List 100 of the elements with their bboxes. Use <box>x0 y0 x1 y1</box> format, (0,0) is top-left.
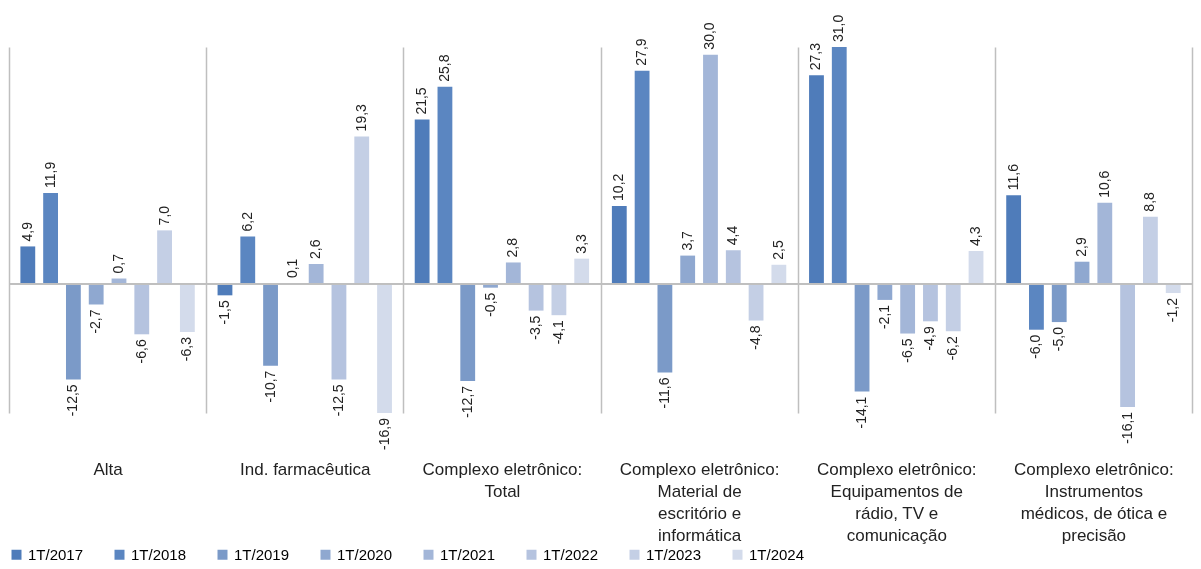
data-label: 2,9 <box>1073 237 1090 257</box>
bar <box>414 119 430 284</box>
bar <box>20 246 36 284</box>
legend-label: 1T/2024 <box>749 545 805 563</box>
bar <box>437 86 453 284</box>
data-label: -0,5 <box>481 292 498 317</box>
bar <box>854 283 870 392</box>
data-label: -2,7 <box>87 309 104 334</box>
bar <box>179 283 195 333</box>
data-label: 11,6 <box>1004 163 1021 191</box>
bar <box>65 283 81 380</box>
data-label: -12,5 <box>64 384 81 417</box>
bar <box>1074 261 1090 284</box>
data-label: 31,0 <box>830 14 847 42</box>
bar <box>88 283 104 305</box>
data-label: 10,2 <box>610 173 627 201</box>
bar <box>354 136 370 284</box>
bar <box>528 283 544 311</box>
data-label: 2,5 <box>769 240 786 260</box>
x-tick-label: Alta <box>93 459 124 479</box>
bar <box>877 283 893 300</box>
bar <box>611 205 627 284</box>
bar <box>1051 283 1067 323</box>
bar <box>1097 202 1113 284</box>
data-label: -2,1 <box>875 304 892 330</box>
x-tick-label: Ind. farmacêutica <box>240 459 371 479</box>
data-label: 19,3 <box>352 103 369 132</box>
bar <box>725 250 741 284</box>
data-label: 2,8 <box>504 237 521 258</box>
data-label: -10,7 <box>261 370 278 403</box>
data-label: 4,4 <box>724 225 741 246</box>
data-label: -6,3 <box>178 336 195 362</box>
bar <box>1142 216 1158 284</box>
data-label: -12,5 <box>329 384 346 417</box>
bar <box>505 262 521 284</box>
bar <box>809 75 824 284</box>
legend-label: 1T/2019 <box>234 545 290 563</box>
bar <box>551 283 567 316</box>
bar <box>574 258 590 284</box>
data-label: 0,1 <box>284 258 301 279</box>
data-label: 30,0 <box>701 22 718 50</box>
bar <box>945 283 961 332</box>
data-label: -1,5 <box>215 300 232 325</box>
data-label: 0,7 <box>109 253 126 274</box>
data-label: -6,5 <box>898 338 915 363</box>
data-label: -4,1 <box>549 319 566 345</box>
data-label: 27,3 <box>807 42 824 71</box>
data-label: 11,9 <box>41 161 58 188</box>
bar <box>460 283 476 381</box>
legend-label: 1T/2018 <box>131 545 187 563</box>
data-label: 27,9 <box>633 38 650 66</box>
legend-label: 1T/2017 <box>28 545 84 563</box>
data-label: -6,6 <box>132 339 149 364</box>
data-label: 21,5 <box>413 87 430 115</box>
bar <box>657 283 673 373</box>
x-tick-label: Complexo eletrônico: Instrumentos médicos, de ótica e precisão <box>1014 459 1174 545</box>
x-tick-label: Complexo eletrônico: Total <box>422 459 583 501</box>
data-label: -4,8 <box>747 325 764 350</box>
bar <box>1029 283 1044 330</box>
data-label: 7,0 <box>155 205 172 226</box>
bar <box>263 283 278 366</box>
bar <box>748 283 764 321</box>
data-label: 2,6 <box>307 239 324 259</box>
bar <box>240 236 256 284</box>
bar <box>634 70 650 284</box>
data-label: 3,7 <box>678 230 695 251</box>
data-label: -5,0 <box>1050 326 1067 352</box>
bar <box>923 283 938 322</box>
data-label: -6,0 <box>1027 334 1044 359</box>
data-label: 25,8 <box>435 54 452 82</box>
bar <box>1120 283 1136 407</box>
bar <box>703 54 718 284</box>
legend-label: 1T/2021 <box>440 545 496 563</box>
data-label: 4,9 <box>18 221 35 242</box>
data-label: 10,6 <box>1095 170 1112 198</box>
data-label: -6,2 <box>944 336 961 361</box>
bar <box>1006 195 1022 284</box>
bar <box>831 47 847 284</box>
bar <box>377 283 392 413</box>
data-label: -16,9 <box>375 417 392 450</box>
data-label: 4,3 <box>967 226 984 247</box>
data-label: -14,1 <box>853 396 870 429</box>
legend-label: 1T/2020 <box>337 545 393 563</box>
bar <box>968 251 984 284</box>
data-label: 3,3 <box>572 233 589 254</box>
x-tick-label: Complexo eletrônico: Material de escritório e informática <box>619 459 780 545</box>
legend-label: 1T/2022 <box>543 545 599 563</box>
data-label: -1,2 <box>1164 297 1181 323</box>
x-tick-label: Complexo eletrônico: Equipamentos de rádio, TV e comunicação <box>816 459 977 545</box>
bar <box>900 283 916 334</box>
data-label: -16,1 <box>1118 411 1135 444</box>
data-label: -4,9 <box>921 326 938 351</box>
legend-label: 1T/2023 <box>646 545 702 563</box>
data-label: -3,5 <box>527 315 544 340</box>
bar <box>680 255 696 284</box>
data-label: -12,7 <box>458 385 475 418</box>
data-label: 8,8 <box>1141 191 1158 212</box>
bar <box>331 283 347 380</box>
bar <box>43 192 59 284</box>
bar <box>308 264 324 284</box>
